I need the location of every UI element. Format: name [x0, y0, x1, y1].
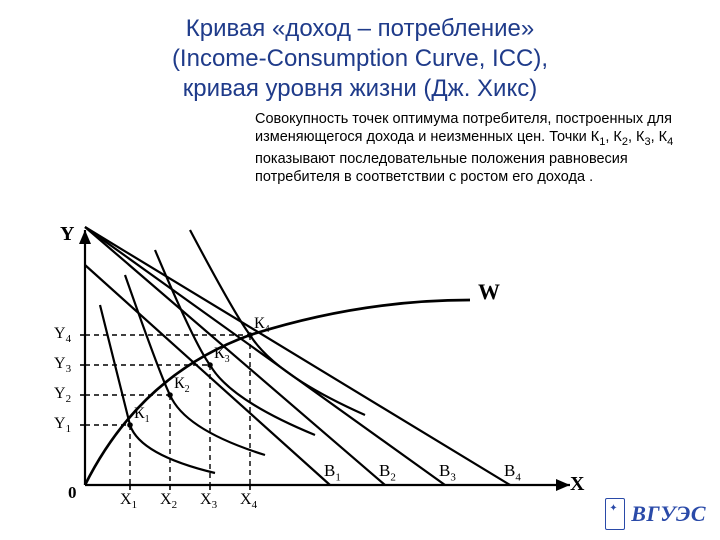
x-tick-label: X1 [120, 491, 137, 511]
title-line-3: кривая уровня жизни (Дж. Хикс) [0, 74, 720, 104]
y-tick-label: Y1 [54, 415, 71, 435]
k-point-label: К2 [174, 375, 190, 395]
y-axis-label: Y [60, 223, 74, 246]
logo-icon [605, 498, 625, 530]
y-tick-label: Y2 [54, 385, 71, 405]
y-tick-label: Y3 [54, 355, 71, 375]
x-axis-label: X [570, 473, 584, 496]
title-line-2: (Income-Consumption Curve, ICC), [0, 44, 720, 74]
institution-logo: ВГУЭС [605, 498, 706, 530]
k-point-label: К4 [254, 315, 270, 335]
budget-line-label: B2 [379, 461, 396, 483]
y-tick-label: Y4 [54, 325, 71, 345]
k-point-label: К3 [214, 345, 230, 365]
budget-line-label: B1 [324, 461, 341, 483]
icc-diagram: Y X 0 W К1 К2 К3 К4 Y1 Y2 Y3 Y4 X1 X2 X3 X4 B1 B2 B3 B4 [30, 225, 590, 525]
title-line-1: Кривая «доход – потребление» [0, 14, 720, 44]
description-text: Совокупность точек оптимума потребителя,… [255, 110, 685, 186]
x-tick-label: X2 [160, 491, 177, 511]
x-tick-label: X3 [200, 491, 217, 511]
budget-line-label: B3 [439, 461, 456, 483]
logo-text: ВГУЭС [631, 501, 706, 527]
budget-line-label: B4 [504, 461, 521, 483]
w-curve-label: W [478, 279, 500, 305]
origin-label: 0 [68, 483, 77, 503]
k-point-label: К1 [134, 405, 150, 425]
x-tick-label: X4 [240, 491, 257, 511]
title-block: Кривая «доход – потребление» (Income-Con… [0, 0, 720, 104]
